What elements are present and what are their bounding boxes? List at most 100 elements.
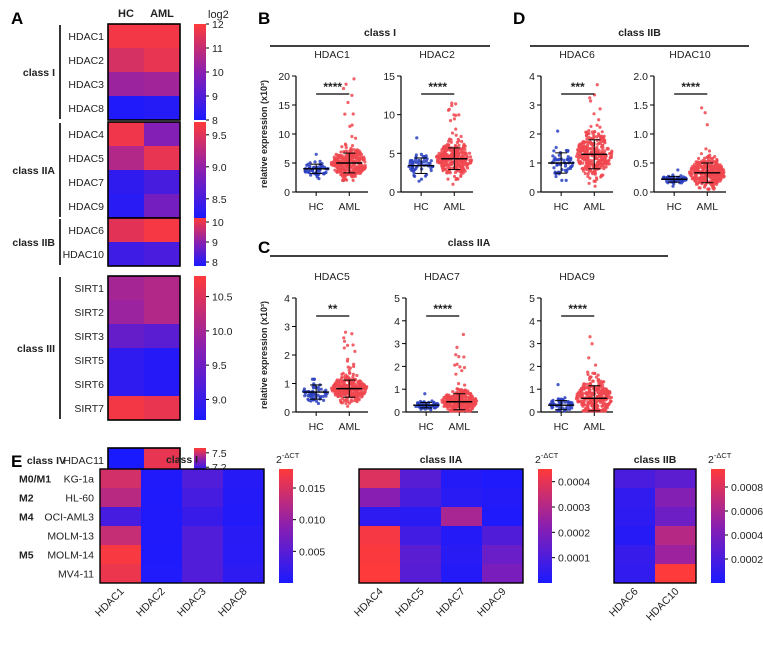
colorbar-tick-label-class-i: 10 — [212, 67, 224, 79]
heat-cell-class-iib-5-1 — [655, 564, 696, 583]
data-point-aml — [593, 363, 598, 367]
heat-cell-sirt3-hc — [108, 324, 144, 348]
data-point-aml — [608, 396, 612, 400]
data-point-aml — [600, 149, 604, 153]
data-point-aml — [464, 152, 468, 156]
data-point-hc — [423, 154, 427, 159]
data-point-hc — [552, 149, 556, 153]
y-tick-label: 1 — [529, 384, 535, 396]
data-point-aml — [463, 144, 467, 148]
plot-title-hdac5: HDAC5 — [314, 271, 350, 283]
column-label-hdac8: HDAC8 — [216, 586, 250, 620]
data-point-aml — [601, 173, 605, 177]
colorbar-tick-label: 0.0008 — [731, 482, 763, 494]
heatmap-frame-class-iib — [613, 468, 697, 584]
colorbar-tick-label: 0.0006 — [731, 506, 763, 518]
data-point-aml — [454, 404, 459, 408]
heat-cell-class-iia-0-3 — [482, 469, 523, 488]
data-point-aml — [450, 405, 454, 409]
heat-cell-class-iib-0-0 — [614, 469, 655, 488]
data-point-hc — [409, 158, 413, 163]
data-point-aml — [585, 382, 589, 386]
data-point-aml — [350, 134, 354, 139]
colorbar-tick-label: 0.0002 — [731, 554, 763, 566]
data-point-aml — [358, 381, 362, 386]
x-tick-label-hc: HC — [414, 201, 430, 213]
data-point-aml — [606, 390, 610, 394]
data-point-aml — [346, 365, 350, 369]
data-point-hc — [555, 163, 559, 167]
heat-cell-class-iia-3-1 — [400, 526, 441, 545]
significance-stars: **** — [433, 302, 452, 316]
data-point-aml — [356, 167, 361, 172]
heat-cell-class-i-3-3 — [223, 526, 264, 545]
data-point-hc — [321, 398, 326, 403]
panel-letter-d: D — [513, 9, 525, 28]
data-point-hc — [429, 159, 433, 163]
column-label-hdac2: HDAC2 — [134, 586, 168, 620]
data-point-aml — [358, 151, 362, 155]
data-point-aml — [583, 171, 587, 176]
data-point-aml — [464, 403, 469, 407]
group-label-class-iv: class IV — [27, 455, 66, 467]
data-point-hc — [557, 153, 561, 157]
y-tick-label: 4 — [394, 316, 400, 328]
data-point-aml — [452, 174, 457, 179]
heatmap-frame-class-iia — [358, 468, 524, 584]
data-point-aml — [457, 354, 461, 359]
data-point-aml — [609, 399, 613, 403]
cell-line-group-m5: M5 — [19, 550, 34, 562]
data-point-aml — [585, 166, 589, 170]
panel-b-scatter: class I relative expression (x10³) HDAC1 0 5… — [259, 27, 490, 213]
data-point-aml — [580, 394, 585, 398]
data-point-aml — [462, 168, 466, 172]
y-tick-label: 10 — [278, 129, 290, 141]
row-label-sirt6: SIRT6 — [74, 379, 104, 391]
y-tick-label: 0.5 — [633, 158, 648, 170]
data-point-aml — [597, 391, 601, 395]
data-point-hc — [566, 155, 570, 159]
data-point-aml — [461, 405, 466, 409]
data-point-aml — [441, 399, 445, 404]
data-point-aml — [713, 173, 717, 177]
x-tick-label-hc: HC — [667, 201, 683, 213]
row-label-hdac6: HDAC6 — [68, 225, 104, 237]
data-point-aml — [602, 134, 606, 138]
data-point-aml — [448, 171, 452, 175]
data-point-aml — [343, 172, 347, 176]
data-point-aml — [588, 161, 592, 165]
data-point-hc — [566, 149, 570, 153]
data-point-aml — [582, 140, 586, 145]
data-point-hc — [557, 172, 561, 176]
data-point-aml — [600, 143, 605, 148]
data-point-aml — [584, 161, 588, 165]
data-point-aml — [701, 168, 705, 172]
y-tick-label: 3 — [394, 339, 400, 351]
data-point-hc — [565, 170, 569, 174]
data-point-aml — [344, 82, 348, 86]
data-point-aml — [596, 373, 600, 377]
data-point-aml — [587, 135, 591, 140]
data-point-hc — [570, 163, 574, 168]
data-point-aml — [460, 139, 464, 144]
heat-cell-class-i-0-3 — [223, 469, 264, 488]
heat-cell-hdac6-hc — [108, 218, 144, 242]
row-label-sirt3: SIRT3 — [74, 331, 104, 343]
data-point-aml — [591, 145, 595, 149]
data-point-hc — [562, 158, 566, 162]
data-point-aml — [350, 93, 354, 97]
data-point-hc — [422, 159, 426, 164]
data-point-aml — [601, 398, 605, 403]
data-point-aml — [346, 376, 351, 380]
data-point-hc — [314, 399, 319, 403]
data-point-aml — [456, 382, 461, 386]
data-point-aml — [582, 402, 586, 407]
heat-cell-class-iib-4-0 — [614, 545, 655, 564]
y-tick-label: 15 — [383, 71, 395, 83]
data-point-aml — [445, 159, 449, 163]
colorbar-tick-label: 0.0004 — [731, 530, 763, 542]
heatmap-title-class-iia: class IIA — [420, 454, 463, 466]
group-title-class-i: class I — [364, 27, 396, 39]
data-point-aml — [341, 166, 345, 171]
data-point-hc — [318, 159, 322, 163]
